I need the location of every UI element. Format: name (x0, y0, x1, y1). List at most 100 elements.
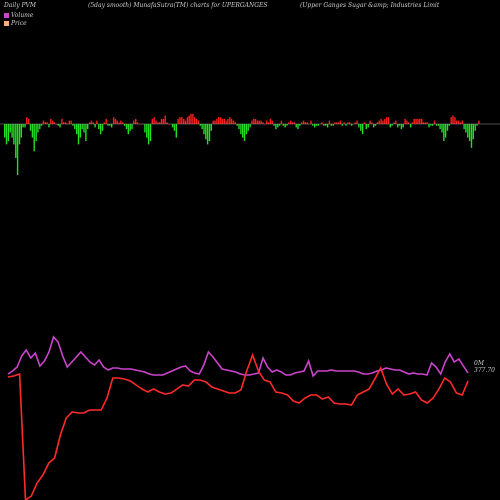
volume-bar (238, 124, 240, 130)
volume-bar (321, 122, 323, 124)
volume-bar (406, 120, 408, 124)
volume-bar (297, 124, 299, 130)
volume-bar (301, 122, 303, 124)
volume-bar (173, 124, 176, 131)
volume-bar (94, 124, 96, 128)
volume-bar (184, 120, 187, 124)
volume-bar (234, 122, 236, 124)
volume-bar (179, 117, 181, 124)
volume-bar (256, 120, 259, 124)
volume-bar (186, 117, 189, 124)
volume-bar (87, 124, 89, 130)
volume-bar (159, 122, 161, 124)
volume-bar (13, 124, 15, 145)
volume-bar (336, 122, 338, 124)
volume-bar (253, 118, 255, 124)
volume-bar (428, 124, 430, 128)
volume-bar (37, 124, 39, 133)
volume-bar (411, 122, 414, 124)
volume-bar (334, 122, 336, 124)
volume-bar (52, 120, 54, 124)
volume-bar (376, 122, 379, 124)
volume-bar (360, 124, 362, 131)
volume-bar (230, 118, 233, 124)
volume-bar (90, 120, 93, 124)
volume-bar (384, 118, 386, 124)
volume-bar (468, 124, 471, 141)
volume-bar (146, 124, 148, 138)
volume-bar (33, 124, 35, 152)
volume-bar (85, 124, 87, 141)
volume-bar (358, 124, 360, 128)
volume-bar (312, 124, 314, 126)
volume-bar (151, 118, 153, 124)
volume-bar (46, 122, 48, 124)
volume-bar (266, 120, 268, 124)
volume-bar (367, 124, 369, 128)
volume-bar (171, 124, 174, 128)
legend-price-label: Price (11, 20, 27, 27)
volume-bar (206, 124, 209, 145)
volume-bar (315, 124, 318, 126)
volume-bar (339, 120, 342, 124)
volume-bar (448, 124, 450, 126)
volume-bar (29, 124, 32, 131)
volume-bar (112, 117, 115, 124)
price-swatch (4, 21, 9, 26)
volume-bar (385, 117, 388, 124)
volume-bar (16, 124, 19, 175)
volume-bar (133, 120, 135, 124)
volume-bar (125, 124, 128, 130)
volume-bar (349, 122, 351, 124)
volume-bar (120, 120, 122, 124)
price-end-label: 377.70 (474, 367, 495, 374)
volume-bar (122, 122, 124, 124)
volume-line (7, 335, 469, 378)
volume-bar (74, 124, 76, 130)
volume-bar (144, 124, 146, 133)
volume-bar (398, 124, 401, 126)
volume-bar (470, 124, 473, 148)
volume-bar (277, 124, 279, 128)
volume-bar (463, 124, 465, 130)
volume-bar (363, 122, 366, 124)
volume-bar (221, 118, 224, 124)
volume-bar (203, 124, 205, 135)
volume-bar (382, 120, 384, 124)
volume-bar (107, 124, 109, 126)
volume-bar (135, 118, 137, 124)
volume-bar (430, 124, 432, 126)
volume-bar (7, 124, 10, 141)
volume-bar (465, 124, 467, 133)
volume-bar (393, 122, 395, 124)
volume-bar (218, 117, 220, 124)
volume-bar (39, 124, 41, 130)
volume-bar (242, 124, 244, 138)
volume-bar (369, 120, 371, 124)
volume-bar (160, 118, 163, 124)
volume-bar (153, 117, 155, 124)
volume-bar (295, 124, 297, 128)
volume-bar (437, 124, 439, 126)
volume-bar (417, 118, 419, 124)
volume-bar (452, 115, 454, 124)
volume-bar (251, 120, 253, 124)
volume-bar (157, 122, 159, 124)
volume-bar (415, 118, 417, 124)
volume-bar (439, 124, 441, 130)
volume-bar (476, 124, 478, 126)
volume-bar (419, 118, 421, 124)
volume-bar (147, 124, 150, 145)
volume-bar (92, 122, 94, 124)
volume-bar (205, 124, 207, 140)
volume-bar (243, 124, 246, 141)
volume-bar (79, 124, 81, 138)
volume-bar (404, 118, 406, 124)
volume-bar (443, 124, 445, 141)
volume-bar (421, 118, 423, 124)
volume-bar (332, 124, 334, 126)
volume-bar (337, 122, 340, 124)
volume-bar (212, 120, 214, 124)
volume-bar (275, 124, 277, 130)
